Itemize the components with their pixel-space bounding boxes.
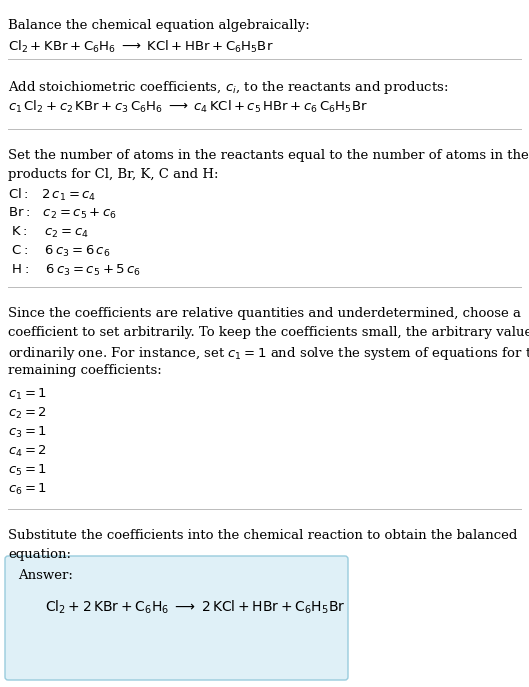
FancyBboxPatch shape <box>5 556 348 680</box>
Text: $c_1\,\mathrm{Cl_2} + c_2\,\mathrm{KBr} + c_3\,\mathrm{C_6H_6} \;\longrightarrow: $c_1\,\mathrm{Cl_2} + c_2\,\mathrm{KBr} … <box>8 99 368 115</box>
Text: coefficient to set arbitrarily. To keep the coefficients small, the arbitrary va: coefficient to set arbitrarily. To keep … <box>8 326 529 339</box>
Text: $\mathrm{Br:}\;\;\;c_2 = c_5 + c_6$: $\mathrm{Br:}\;\;\;c_2 = c_5 + c_6$ <box>8 206 117 221</box>
Text: Substitute the coefficients into the chemical reaction to obtain the balanced: Substitute the coefficients into the che… <box>8 529 517 542</box>
Text: $\mathrm{Cl_2 + 2\,KBr + C_6H_6 \;\longrightarrow\; 2\,KCl + HBr + C_6H_5Br}$: $\mathrm{Cl_2 + 2\,KBr + C_6H_6 \;\longr… <box>45 599 345 616</box>
Text: $c_2 = 2$: $c_2 = 2$ <box>8 406 47 421</box>
Text: $c_4 = 2$: $c_4 = 2$ <box>8 444 47 459</box>
Text: $\;\mathrm{K:}\;\;\;\;c_2 = c_4$: $\;\mathrm{K:}\;\;\;\;c_2 = c_4$ <box>8 225 89 240</box>
Text: Balance the chemical equation algebraically:: Balance the chemical equation algebraica… <box>8 19 310 32</box>
Text: Add stoichiometric coefficients, $c_i$, to the reactants and products:: Add stoichiometric coefficients, $c_i$, … <box>8 79 449 96</box>
Text: $\;\mathrm{C:}\;\;\;\;6\,c_3 = 6\,c_6$: $\;\mathrm{C:}\;\;\;\;6\,c_3 = 6\,c_6$ <box>8 244 111 259</box>
Text: products for Cl, Br, K, C and H:: products for Cl, Br, K, C and H: <box>8 168 218 181</box>
Text: $c_5 = 1$: $c_5 = 1$ <box>8 463 47 478</box>
Text: Set the number of atoms in the reactants equal to the number of atoms in the: Set the number of atoms in the reactants… <box>8 149 529 162</box>
Text: equation:: equation: <box>8 548 71 561</box>
Text: $c_6 = 1$: $c_6 = 1$ <box>8 482 47 497</box>
Text: $\;\mathrm{H:}\;\;\;\;6\,c_3 = c_5 + 5\,c_6$: $\;\mathrm{H:}\;\;\;\;6\,c_3 = c_5 + 5\,… <box>8 263 141 278</box>
Text: $c_3 = 1$: $c_3 = 1$ <box>8 425 47 440</box>
Text: remaining coefficients:: remaining coefficients: <box>8 364 162 377</box>
Text: $\mathrm{Cl:}\;\;\;2\,c_1 = c_4$: $\mathrm{Cl:}\;\;\;2\,c_1 = c_4$ <box>8 187 96 203</box>
Text: Since the coefficients are relative quantities and underdetermined, choose a: Since the coefficients are relative quan… <box>8 307 521 320</box>
Text: $\mathrm{Cl_2 + KBr + C_6H_6 \;\longrightarrow\; KCl + HBr + C_6H_5Br}$: $\mathrm{Cl_2 + KBr + C_6H_6 \;\longrigh… <box>8 39 273 55</box>
Text: ordinarily one. For instance, set $c_1 = 1$ and solve the system of equations fo: ordinarily one. For instance, set $c_1 =… <box>8 345 529 362</box>
Text: $c_1 = 1$: $c_1 = 1$ <box>8 387 47 402</box>
Text: Answer:: Answer: <box>18 569 73 582</box>
